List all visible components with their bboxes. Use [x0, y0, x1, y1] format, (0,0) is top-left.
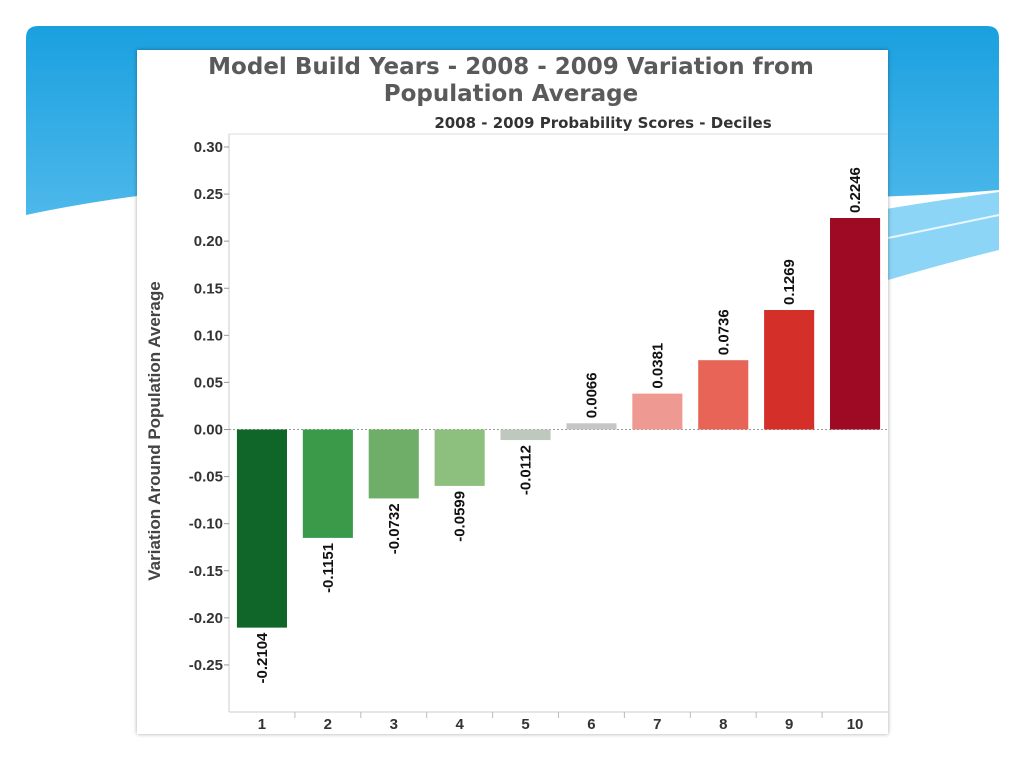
bar-decile-1 — [236, 429, 287, 628]
x-tick-label: 2 — [324, 716, 332, 733]
x-tick-label: 5 — [521, 716, 529, 733]
bars-group — [236, 218, 881, 628]
value-label-decile-4: -0.0599 — [452, 491, 469, 542]
x-tick-label: 6 — [587, 716, 595, 733]
y-axis-label: Variation Around Population Average — [145, 281, 164, 580]
y-axis-ticks: 0.30 0.25 0.20 0.15 0.10 0.05 0.00 -0.05 -0.10 -0… — [189, 139, 229, 674]
y-tick-label: -0.25 — [189, 657, 223, 674]
value-label-decile-5: -0.0112 — [518, 445, 535, 495]
x-tick-label: 9 — [785, 716, 793, 733]
value-label-decile-8: 0.0736 — [715, 309, 732, 355]
x-tick-label: 4 — [455, 716, 464, 733]
chart-subtitle: 2008 - 2009 Probability Scores - Deciles — [434, 114, 771, 132]
value-label-decile-9: 0.1269 — [781, 259, 798, 305]
y-tick-label: -0.20 — [189, 610, 223, 627]
bar-decile-4 — [434, 429, 485, 486]
x-tick-label: 7 — [653, 716, 661, 733]
y-tick-label: -0.10 — [189, 516, 223, 533]
y-tick-label: 0.10 — [194, 327, 223, 344]
value-label-decile-6: 0.0066 — [583, 372, 600, 418]
bar-decile-8 — [698, 360, 749, 430]
y-tick-label: -0.05 — [189, 469, 223, 486]
bar-decile-3 — [368, 429, 419, 499]
y-tick-label: 0.25 — [194, 186, 223, 203]
chart-title-line-1: Model Build Years - 2008 - 2009 Variatio… — [208, 54, 814, 80]
x-tick-label: 3 — [390, 716, 398, 733]
bar-decile-10 — [830, 218, 881, 430]
chart-title-line-2: Population Average — [384, 81, 638, 107]
x-tick-label: 8 — [719, 716, 727, 733]
y-tick-label: 0.05 — [194, 374, 223, 391]
bar-decile-6 — [566, 423, 617, 430]
y-tick-label: 0.20 — [194, 233, 223, 250]
y-tick-label: 0.00 — [194, 422, 223, 439]
header-wave-light — [880, 192, 999, 280]
y-tick-label: -0.15 — [189, 563, 223, 580]
x-axis-ticks: 1 2 3 4 5 6 7 8 9 10 — [258, 712, 864, 733]
value-label-decile-10: 0.2246 — [847, 167, 864, 213]
value-labels-group: -0.2104 -0.1151 -0.0732 -0.0599 -0.0112 0.006… — [254, 167, 864, 683]
y-tick-label: 0.30 — [194, 139, 223, 156]
bar-decile-5 — [500, 429, 551, 441]
x-tick-label: 10 — [847, 716, 864, 733]
bar-chart: Model Build Years - 2008 - 2009 Variatio… — [145, 54, 888, 733]
value-label-decile-3: -0.0732 — [386, 503, 403, 554]
chart-panel: Model Build Years - 2008 - 2009 Variatio… — [137, 50, 888, 734]
value-label-decile-2: -0.1151 — [320, 543, 337, 593]
bar-decile-9 — [764, 310, 815, 430]
value-label-decile-1: -0.2104 — [254, 632, 271, 684]
x-tick-label: 1 — [258, 716, 266, 733]
bar-decile-2 — [302, 429, 353, 538]
bar-decile-7 — [632, 393, 683, 430]
y-tick-label: 0.15 — [194, 280, 223, 297]
value-label-decile-7: 0.0381 — [649, 343, 666, 389]
header-wave-thin — [887, 214, 1000, 239]
